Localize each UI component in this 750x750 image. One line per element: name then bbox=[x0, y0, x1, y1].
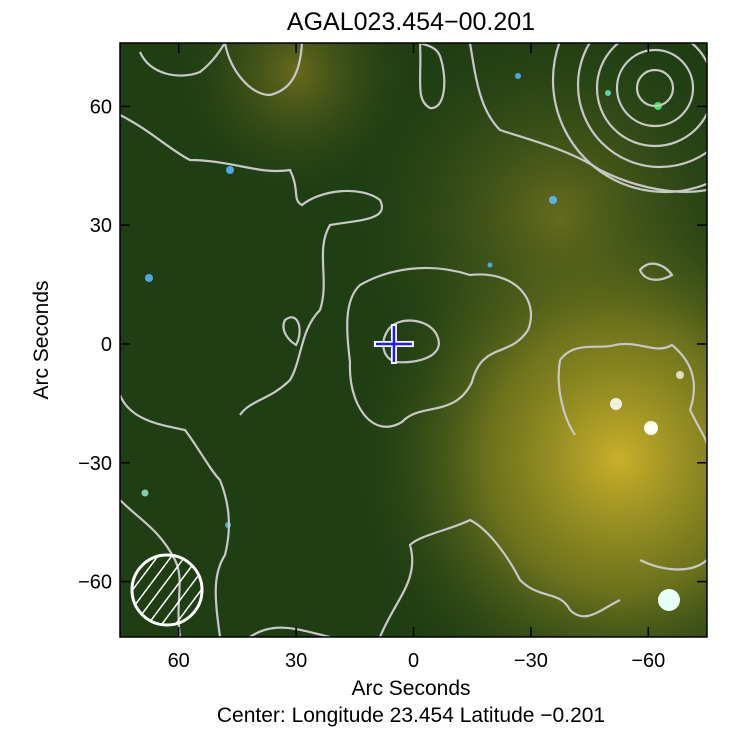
x-tick-label: −60 bbox=[631, 650, 665, 672]
source-marker bbox=[373, 323, 414, 364]
y-tick-label: −30 bbox=[78, 453, 112, 475]
stars bbox=[141, 73, 684, 611]
x-axis-label: Arc Seconds bbox=[351, 677, 470, 700]
caption: Center: Longitude 23.454 Latitude −0.201 bbox=[217, 704, 605, 727]
y-axis-label: Arc Seconds bbox=[30, 280, 53, 399]
y-tick-label: 30 bbox=[90, 215, 112, 237]
x-tick-label: 60 bbox=[168, 650, 190, 672]
y-tick-label: 60 bbox=[90, 96, 112, 118]
image bbox=[120, 43, 707, 637]
contours bbox=[120, 43, 707, 637]
x-tick-label: 30 bbox=[285, 650, 307, 672]
x-tick-label: −30 bbox=[514, 650, 548, 672]
x-tick-label: 0 bbox=[408, 650, 419, 672]
emission bbox=[120, 43, 707, 637]
chart-title: AGAL023.454−00.201 bbox=[287, 8, 535, 36]
y-tick-label: 0 bbox=[101, 334, 112, 356]
concentric-contours bbox=[551, 43, 707, 194]
y-tick-label: −60 bbox=[78, 572, 112, 594]
